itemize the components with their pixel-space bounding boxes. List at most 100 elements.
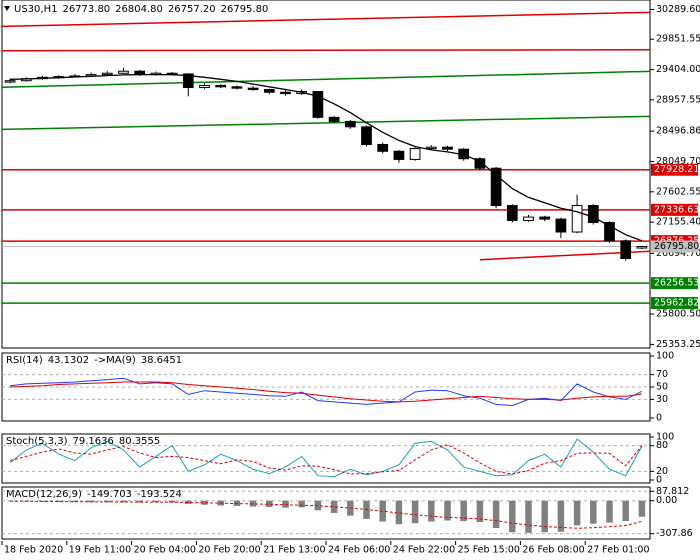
y-tick-label: 30289.60	[656, 4, 700, 15]
candle-body	[280, 91, 291, 95]
level-label: 27336.63	[654, 204, 699, 215]
histogram-bar	[282, 500, 289, 508]
y-tick-label: 29851.55	[656, 34, 700, 45]
x-tick-label: 27 Feb 01:00	[587, 545, 649, 556]
level-tag	[651, 297, 698, 310]
header-part: -149.703	[87, 489, 132, 500]
histogram-bar	[120, 500, 127, 503]
level-tag	[651, 163, 698, 176]
histogram-bar	[201, 500, 208, 505]
candle-body	[604, 222, 615, 242]
candle-body	[118, 70, 129, 74]
y-tick-label: 50	[656, 382, 668, 393]
x-tick-label: 24 Feb 22:00	[393, 545, 455, 556]
level-tag	[651, 203, 698, 216]
histogram-bar	[638, 500, 646, 517]
y-tick-label: 20	[656, 466, 668, 477]
panel-frame	[1, 0, 651, 349]
histogram-bar	[622, 500, 629, 522]
y-tick-label: 27602.55	[656, 186, 700, 197]
candle-body	[442, 146, 453, 150]
histogram-bar	[266, 500, 273, 508]
histogram-bar	[606, 500, 613, 523]
candle-body	[263, 89, 275, 93]
macd-signal-line	[10, 500, 643, 529]
y-tick-label: 28957.55	[656, 94, 700, 105]
histogram-bar	[152, 500, 160, 503]
histogram-bar	[411, 500, 419, 524]
histogram-bar	[509, 500, 516, 533]
y-tick-label: 30	[656, 394, 668, 405]
header-part: US30,H1	[14, 4, 57, 15]
candle-body	[231, 86, 243, 89]
panel-frame	[1, 486, 651, 540]
candle-body	[425, 146, 437, 150]
moving-average	[10, 73, 643, 242]
y-tick-label: 80	[656, 440, 668, 451]
candle-body	[620, 240, 632, 259]
candle-body	[393, 150, 405, 160]
histogram-bar	[428, 500, 435, 522]
x-tick-label: 20 Feb 20:00	[198, 545, 260, 556]
histogram-bar	[541, 500, 548, 533]
rsi-line	[10, 377, 643, 407]
header-part: 26804.80	[115, 4, 163, 15]
histogram-bar	[460, 500, 467, 522]
y-tick-label: 28049.70	[656, 156, 700, 167]
header-part: RSI(14)	[6, 355, 43, 366]
candle-body	[539, 216, 551, 220]
header-part: MACD(12,26,9)	[6, 489, 82, 500]
level-label: 26256.53	[654, 278, 699, 289]
histogram-bar	[330, 500, 338, 513]
histogram-bar	[185, 500, 192, 504]
panel-header: Stoch(5,3,3) 79.1636 80.3555	[6, 436, 160, 447]
histogram-bar	[298, 500, 305, 508]
candle-body	[409, 148, 421, 160]
histogram-bar	[525, 500, 532, 533]
candle-body	[361, 126, 372, 145]
candle-body	[506, 205, 518, 221]
panel-header: MACD(12,26,9) -149.703 -193.524	[6, 489, 182, 500]
header-part: ->MA(9)	[94, 355, 136, 366]
candle-body	[587, 205, 599, 224]
trendline	[1, 49, 651, 52]
candle-body	[490, 167, 502, 207]
header-part: 43.1302	[48, 355, 89, 366]
header-part: 80.3555	[119, 436, 160, 447]
header-part: 79.1636	[72, 436, 113, 447]
y-tick-label: -307.86	[656, 528, 693, 539]
x-tick-label: 19 Feb 11:00	[69, 545, 131, 556]
candle-body	[523, 216, 534, 221]
histogram-bar	[395, 500, 403, 525]
y-tick-label: 0	[656, 475, 662, 486]
level-label: 25962.82	[654, 298, 699, 309]
histogram-bar	[6, 500, 14, 502]
header-part: 38.6451	[141, 355, 182, 366]
trendline	[1, 115, 651, 131]
price-tag	[651, 240, 698, 253]
x-tick-label: 20 Feb 04:00	[134, 545, 196, 556]
candle-body	[199, 84, 210, 88]
candle-body	[312, 91, 324, 118]
candle-body	[247, 87, 259, 91]
y-tick-label: 25800.50	[656, 309, 700, 320]
level-label: 27928.21	[654, 164, 699, 175]
stoch-d-line	[9, 444, 643, 475]
rsi-ma-line	[10, 381, 642, 403]
stoch-k-line	[9, 438, 643, 478]
histogram-bar	[444, 500, 451, 521]
header-part: 26757.20	[168, 4, 216, 15]
histogram-bar	[557, 500, 565, 532]
candle-body	[4, 80, 16, 83]
candle-body	[215, 84, 227, 88]
header-part: 26773.80	[62, 4, 110, 15]
histogram-bar	[71, 500, 79, 502]
panel-header: RSI(14) 43.1302 ->MA(9) 38.6451	[6, 355, 182, 366]
candle-body	[377, 143, 389, 152]
histogram-bar	[492, 500, 500, 528]
symbol-icon	[4, 6, 10, 11]
x-tick-label: 18 Feb 2020	[4, 545, 63, 556]
histogram-bar	[168, 500, 176, 503]
y-tick-label: 87.812	[656, 486, 689, 497]
